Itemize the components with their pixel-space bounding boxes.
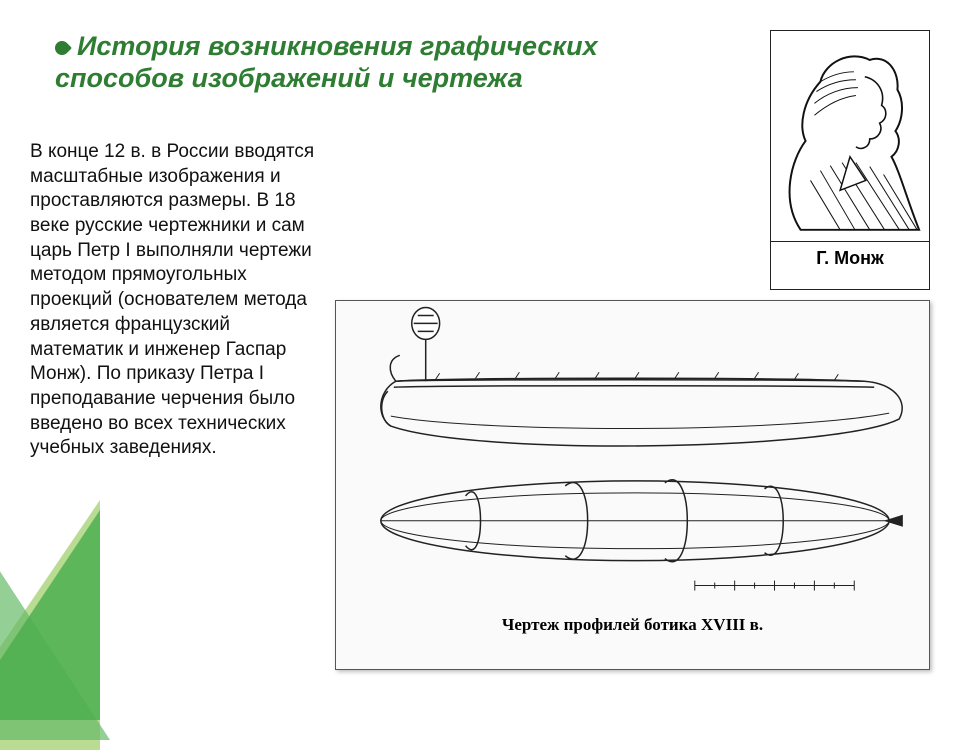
slide-title: История возникновения графических способ…	[55, 30, 705, 95]
leaf-icon	[52, 38, 72, 58]
title-text: История возникновения графических способ…	[55, 31, 598, 93]
portrait-figure: Г. Монж	[770, 30, 930, 290]
deco-triangle	[0, 510, 100, 720]
drawing-figure: Чертеж профилей ботика XVIII в.	[335, 300, 930, 670]
drawing-caption: Чертеж профилей ботика XVIII в.	[336, 601, 929, 635]
boat-drawing	[336, 301, 929, 601]
portrait-sketch	[771, 31, 929, 241]
portrait-caption: Г. Монж	[771, 241, 929, 275]
body-paragraph: В конце 12 в. в России вводятся масштабн…	[30, 140, 325, 461]
